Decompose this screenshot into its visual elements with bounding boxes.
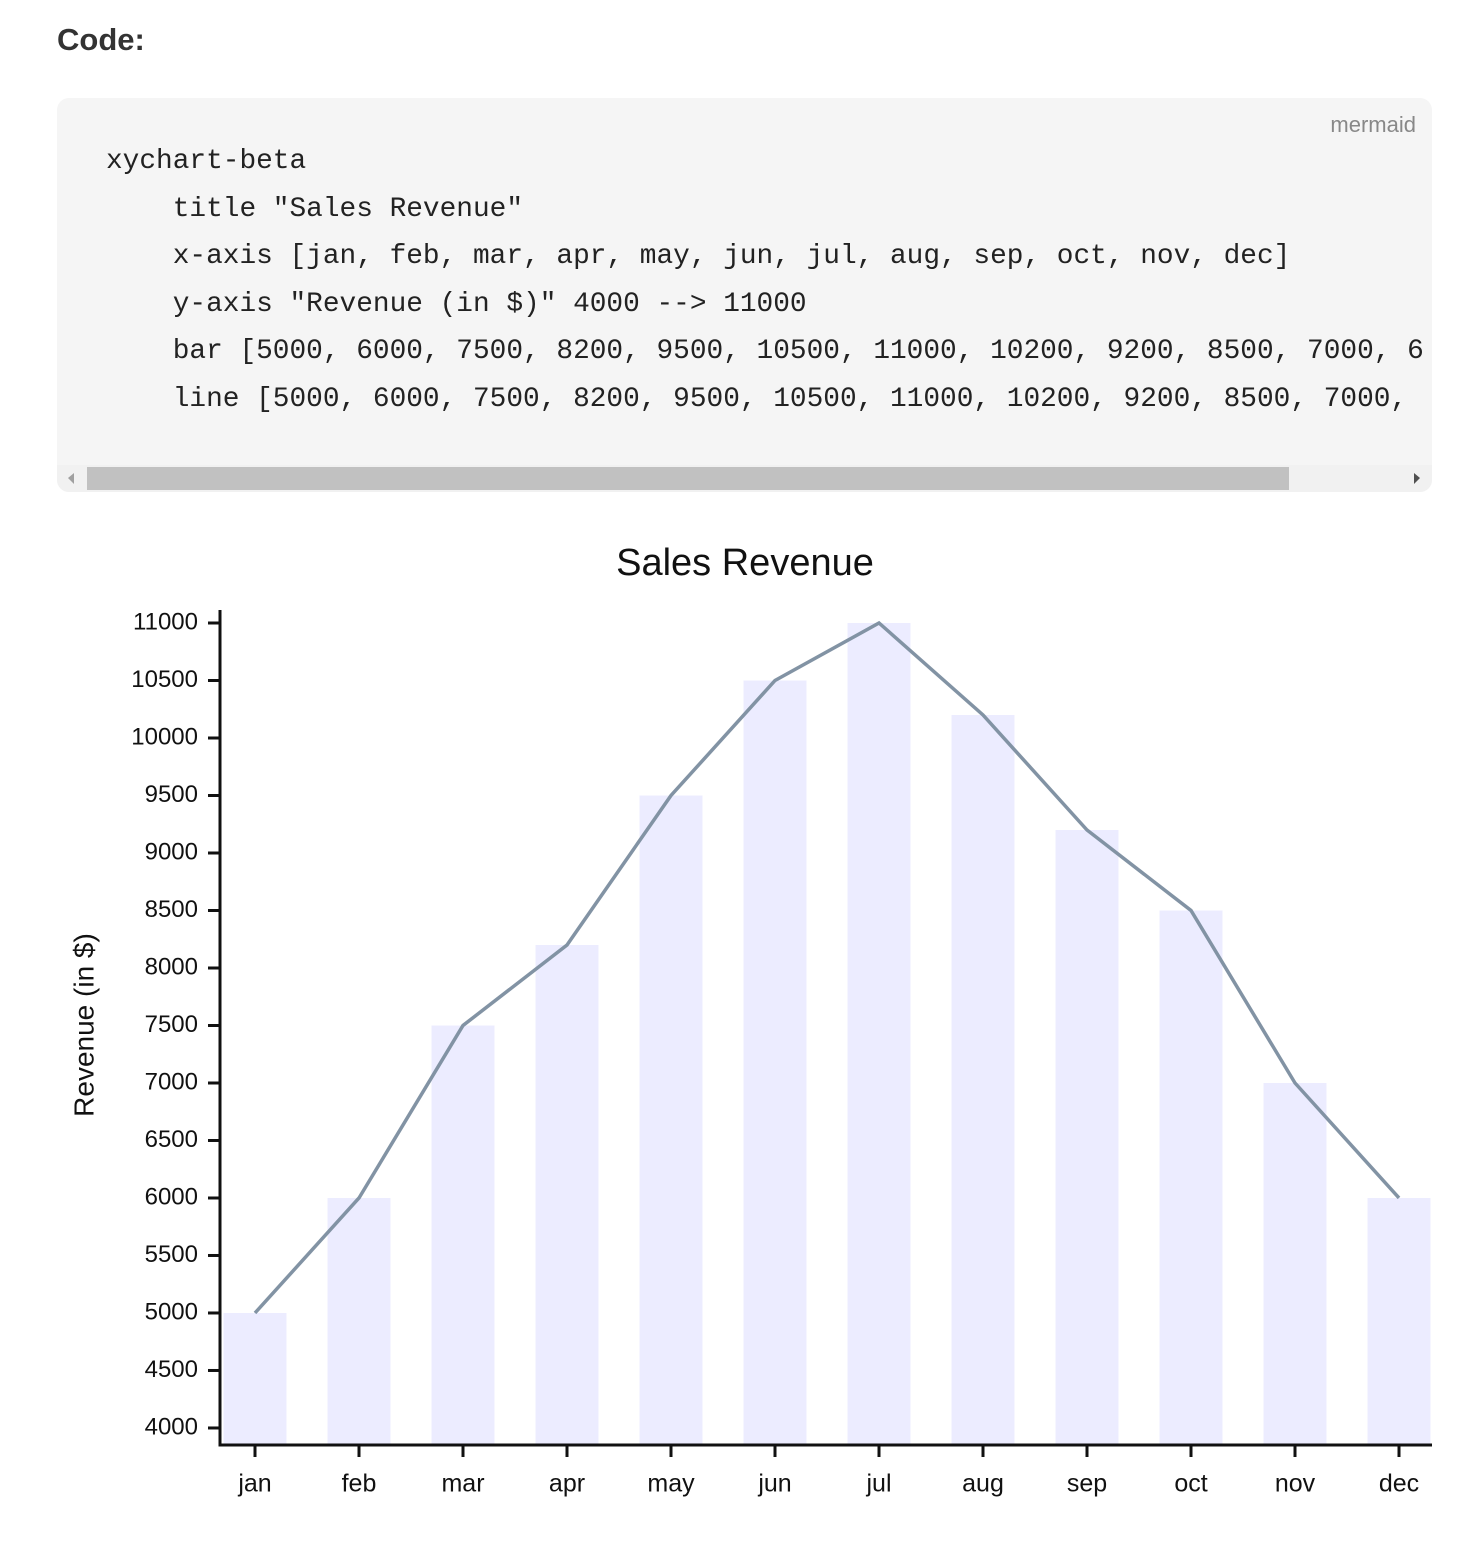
code-language: mermaid (1330, 112, 1416, 137)
y-axis-label: Revenue (in $) (68, 933, 99, 1117)
y-tick-label: 5500 (145, 1241, 198, 1268)
bar (1055, 829, 1119, 1445)
code-line: y-axis "Revenue (in $)" 4000 --> 11000 (106, 288, 807, 320)
bar (1263, 1082, 1327, 1445)
code-line: line [5000, 6000, 7500, 8200, 9500, 1050… (106, 383, 1408, 415)
heading: Code: (57, 22, 145, 57)
code-line: title "Sales Revenue" (106, 193, 524, 225)
code-line: bar [5000, 6000, 7500, 8200, 9500, 10500… (106, 336, 1424, 367)
x-tick-label: may (647, 1470, 695, 1498)
y-tick-label: 8000 (145, 953, 198, 980)
code-line: x-axis [jan, feb, mar, apr, may, jun, ju… (106, 241, 1291, 272)
y-tick-label: 4500 (145, 1356, 198, 1383)
y-tick-label: 9500 (145, 781, 198, 808)
bar (327, 1197, 391, 1445)
y-tick-label: 8500 (145, 896, 198, 923)
y-tick-label: 7500 (145, 1011, 198, 1038)
x-tick-label: apr (549, 1470, 585, 1498)
scroll-thumb[interactable] (87, 467, 1289, 490)
code-line: xychart-beta (106, 146, 307, 177)
code-block: mermaid xychart-beta title "Sales Revenu… (57, 98, 1432, 492)
chart-title: Sales Revenue (616, 542, 874, 584)
bar (951, 714, 1015, 1445)
scroll-arrows (68, 473, 1420, 484)
y-tick-label: 7000 (145, 1068, 198, 1095)
line-series (253, 620, 1401, 1315)
x-tick-label: nov (1275, 1470, 1316, 1498)
x-tick-label: dec (1379, 1470, 1419, 1498)
chart: Sales Revenue Revenue (in $) 4000 4500 500… (68, 542, 1432, 1498)
bar (743, 680, 807, 1445)
y-tick-label: 11000 (133, 608, 198, 635)
x-tick-label: jun (757, 1470, 791, 1498)
y-tick-label: 6000 (145, 1183, 198, 1210)
y-tick-label: 5000 (145, 1298, 198, 1325)
scrollbar[interactable] (57, 465, 1432, 492)
bar (639, 795, 703, 1445)
bar (535, 944, 599, 1445)
x-tick-label: jul (865, 1470, 891, 1498)
x-tick-label: jan (237, 1470, 271, 1498)
bar (1367, 1197, 1431, 1445)
bar (431, 1025, 495, 1445)
y-tick-label: 10000 (131, 723, 198, 750)
x-tick-label: mar (441, 1470, 484, 1498)
bar (1159, 910, 1223, 1445)
x-tick-label: oct (1174, 1470, 1207, 1498)
x-tick-label: feb (342, 1470, 377, 1498)
y-tick-label: 4000 (145, 1413, 198, 1440)
bar (847, 622, 911, 1445)
bar (223, 1312, 287, 1445)
y-tick-label: 10500 (131, 666, 198, 693)
x-tick-label: aug (962, 1470, 1004, 1498)
y-tick-label: 9000 (145, 838, 198, 865)
code-lines: xychart-beta title "Sales Revenue" x-axi… (106, 138, 1424, 423)
x-tick-label: sep (1067, 1470, 1107, 1498)
y-tick-label: 6500 (145, 1126, 198, 1153)
